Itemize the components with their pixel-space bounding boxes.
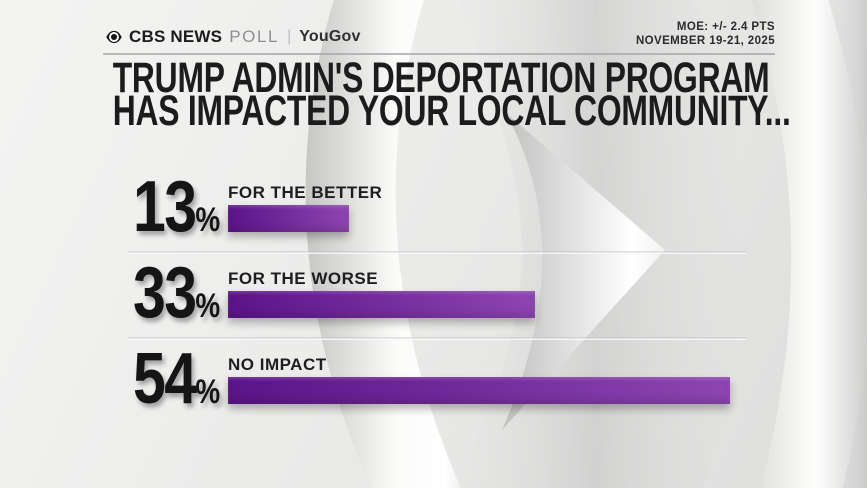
percent-sign: % [195,373,221,411]
row-divider [128,337,746,340]
percent-sign: % [195,287,221,325]
brand-cbs-news: CBS NEWS [129,27,223,46]
brand-lockup: CBS NEWS POLL | YouGov [106,26,361,48]
poll-meta: MOE: +/- 2.4 PTS NOVEMBER 19-21, 2025 [636,21,775,48]
bar-for-the-better [228,205,349,232]
value-label-worse: 33% [133,257,220,329]
date-text: NOVEMBER 19-21, 2025 [635,34,775,47]
row-divider [128,251,746,254]
value-label-no-impact: 54% [133,343,220,415]
title-line-1: TRUMP ADMIN'S DEPORTATION PROGRAM [112,54,770,102]
moe-text: MOE: +/- 2.4 PTS [676,21,775,33]
value-number: 13 [133,167,197,247]
cbs-eye-icon [106,29,122,45]
bar-for-the-worse [228,291,535,318]
percent-sign: % [195,201,221,239]
title-line-2: HAS IMPACTED YOUR LOCAL COMMUNITY... [112,87,791,135]
category-label-no-impact: NO IMPACT [228,355,327,374]
bar-no-impact [228,377,730,404]
brand-separator: | [287,28,292,45]
header-divider [103,53,775,55]
page-title: TRUMP ADMIN'S DEPORTATION PROGRAM HAS IM… [0,54,867,135]
value-number: 33 [133,253,197,333]
brand-poll: POLL [229,27,280,46]
category-label-worse: FOR THE WORSE [228,269,379,288]
brand-yougov: YouGov [299,28,361,45]
value-label-better: 13% [133,171,220,243]
category-label-better: FOR THE BETTER [228,183,383,202]
value-number: 54 [133,339,197,419]
